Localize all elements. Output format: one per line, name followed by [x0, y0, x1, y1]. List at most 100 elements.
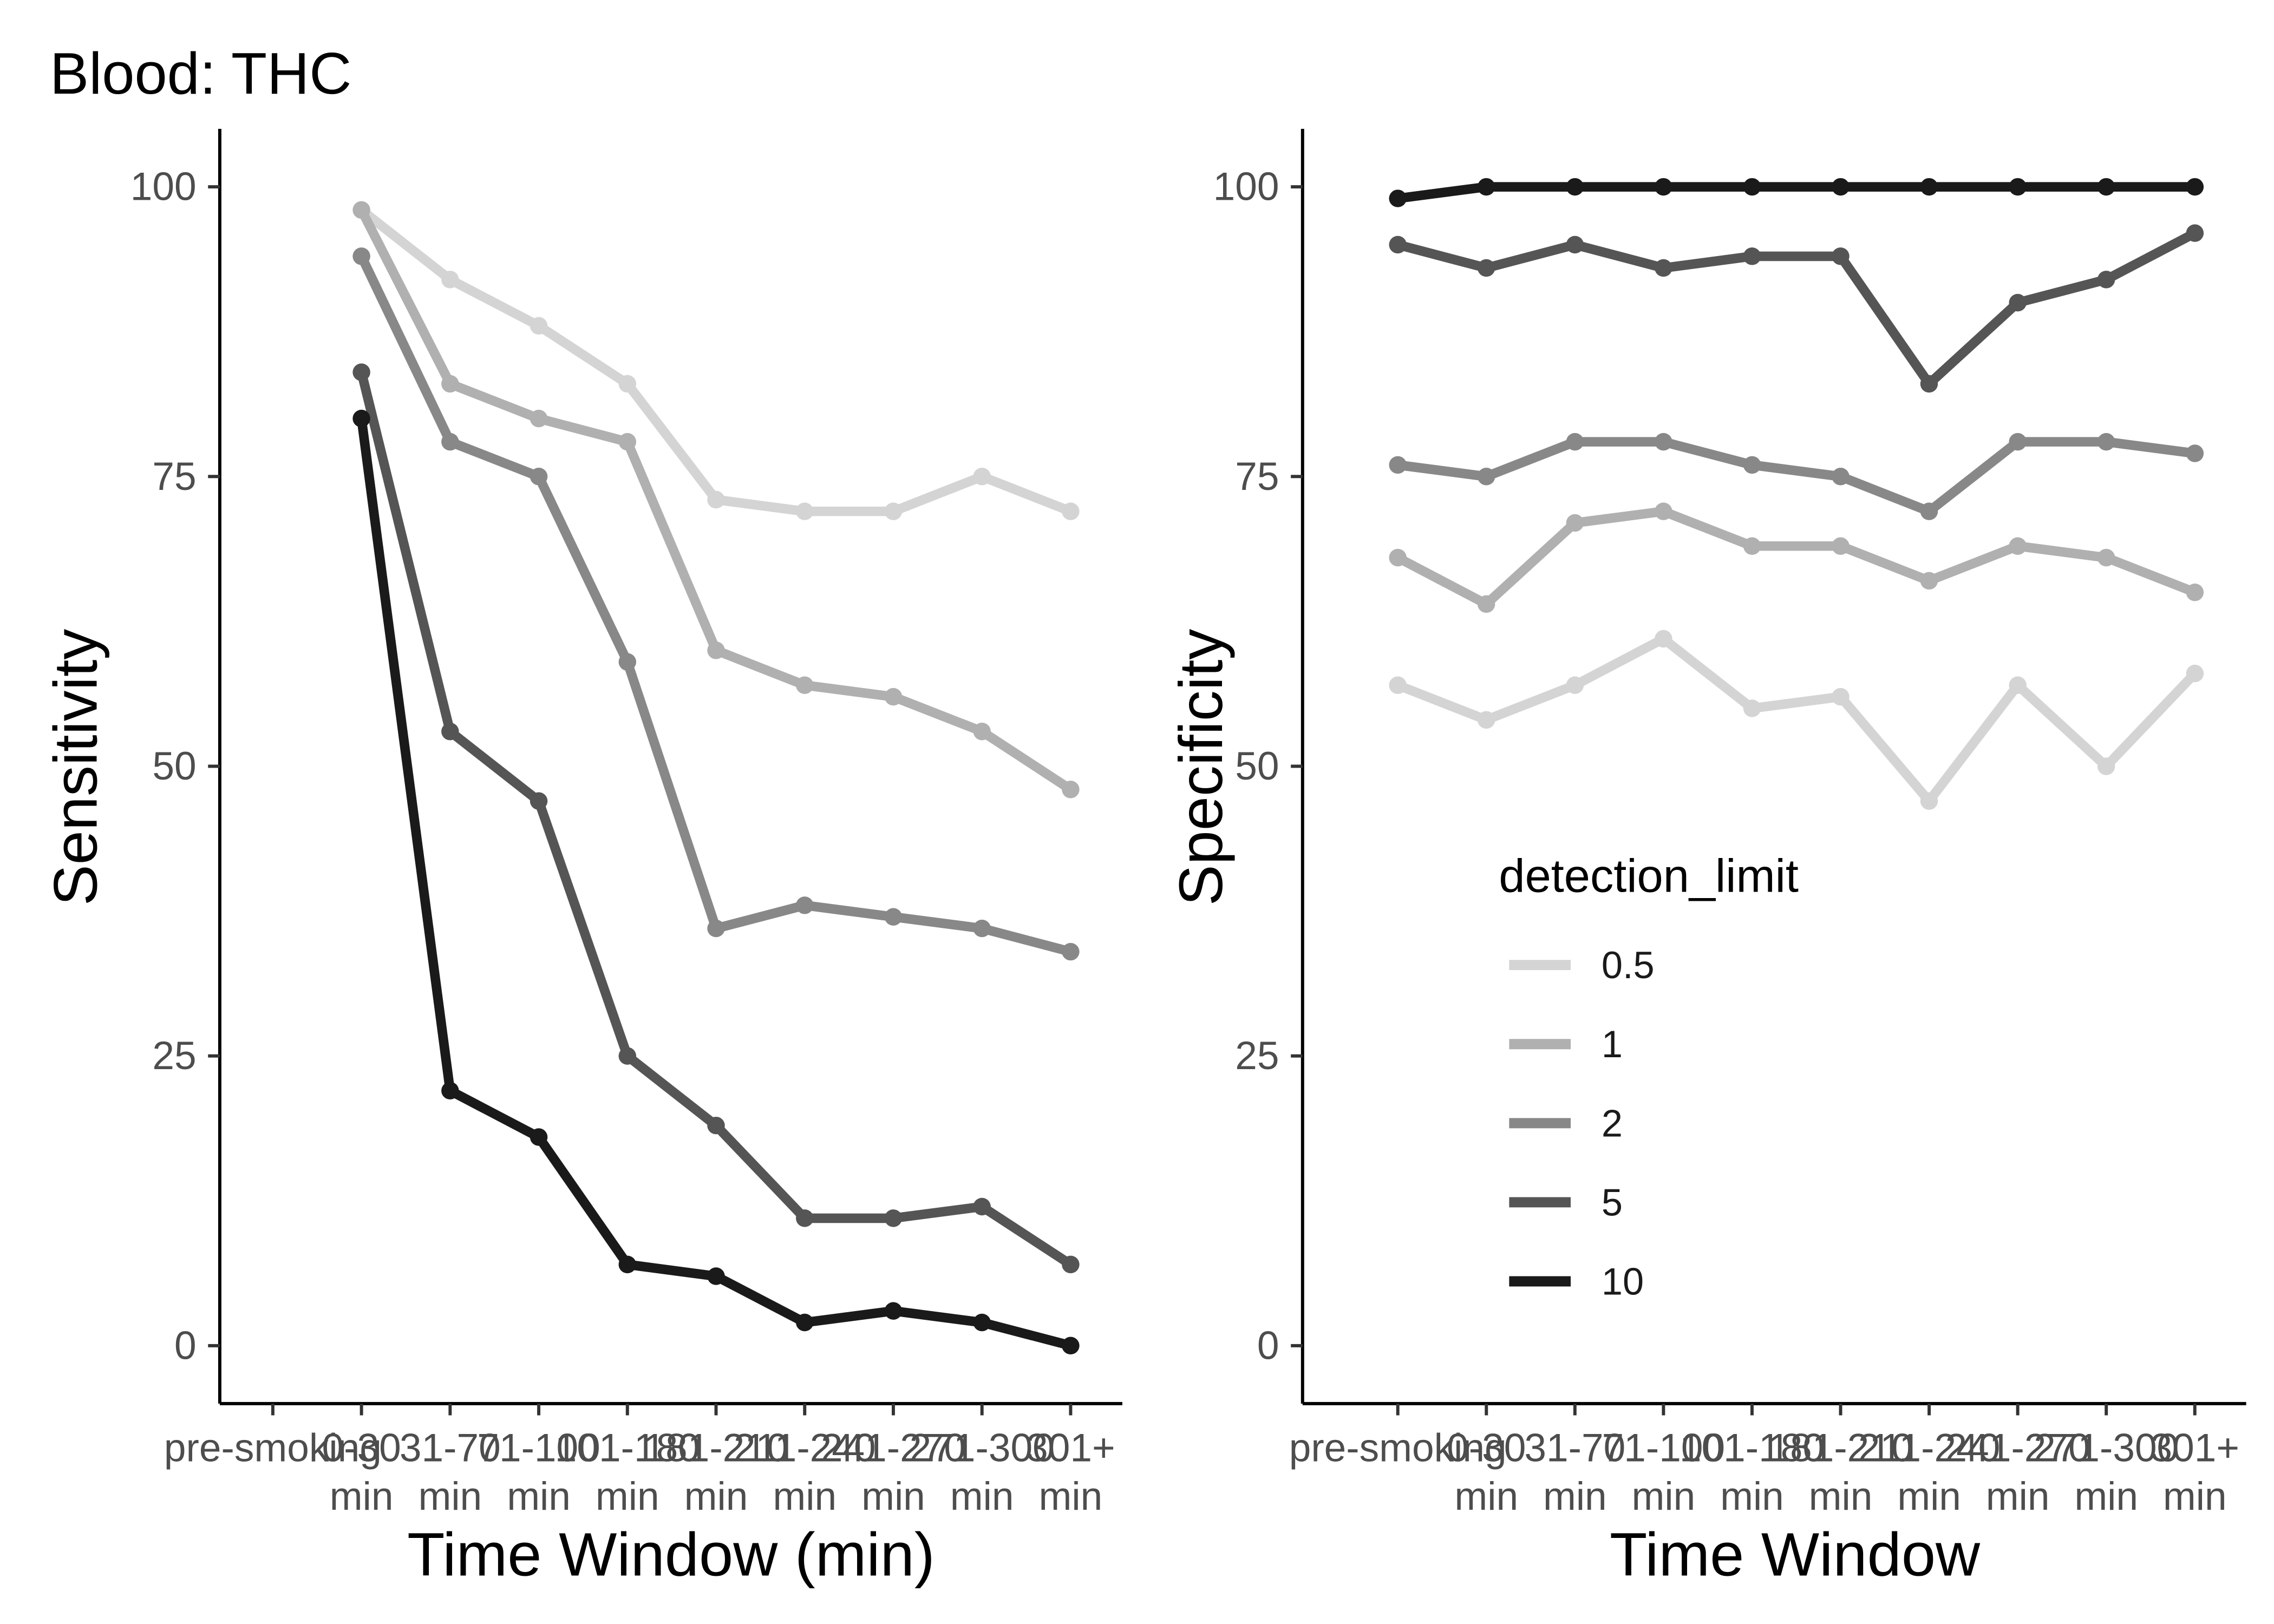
x-tick-label: 101-180 min [555, 1426, 700, 1518]
data-point [707, 1116, 725, 1135]
x-tick-label-line: 271-300 [910, 1426, 1055, 1470]
data-point [1832, 247, 1850, 265]
legend-label: 0.5 [1602, 944, 1655, 986]
x-tick-label-line: min [2074, 1475, 2138, 1518]
data-point [1743, 456, 1761, 474]
x-tick-label: pre-smoking [164, 1426, 382, 1470]
data-point [530, 468, 548, 486]
data-point [441, 722, 459, 741]
x-tick-label-line: min [1809, 1475, 1873, 1518]
data-point [796, 896, 814, 914]
data-point [1566, 178, 1584, 196]
x-tick-label: 211-240 min [1858, 1426, 2001, 1518]
data-point [2186, 664, 2204, 683]
data-point [1477, 259, 1495, 277]
x-tick-label-line: 31-70 [1524, 1426, 1625, 1470]
data-point [1477, 468, 1495, 486]
data-point [707, 919, 725, 938]
data-point [1743, 537, 1761, 555]
data-point [1062, 1337, 1080, 1354]
legend: detection_limit 0.5 1 2 5 10 [1499, 850, 1799, 1302]
x-tick-label-line: 31-70 [400, 1426, 501, 1470]
x-tick-label: 101-180 min [1680, 1426, 1825, 1518]
x-tick-label-line: min [950, 1475, 1014, 1518]
x-tick-label-line: 71-100 [1602, 1426, 1725, 1470]
data-point [2186, 444, 2204, 462]
series-line [1397, 437, 2196, 516]
data-point [352, 201, 370, 219]
x-tick-label-line: min [773, 1475, 837, 1518]
data-point [530, 792, 548, 810]
data-point [1832, 537, 1850, 555]
x-tick-label-line: 0-30 [1447, 1426, 1526, 1470]
data-point [1743, 178, 1761, 196]
x-tick-label-line: min [2163, 1475, 2227, 1518]
data-point [1477, 711, 1495, 729]
legend-title: detection_limit [1499, 850, 1799, 902]
data-point [973, 1313, 991, 1332]
data-point [1389, 548, 1407, 567]
x-tick-label: 301+ min [2150, 1426, 2239, 1518]
data-point [707, 1267, 725, 1285]
data-point [1920, 375, 1938, 393]
data-point [1389, 189, 1407, 207]
data-point [884, 1209, 903, 1227]
data-point [1566, 235, 1584, 254]
x-tick-label-line: min [596, 1475, 659, 1518]
y-tick-label: 50 [1235, 744, 1279, 788]
data-point [2009, 178, 2027, 196]
x-tick-label-line: min [684, 1475, 748, 1518]
x-tick-label-line: min [507, 1475, 571, 1518]
series-line [1396, 634, 2199, 806]
data-point [352, 363, 370, 381]
y-tick-label: 100 [130, 165, 197, 209]
data-point [1062, 942, 1080, 961]
data-point [973, 468, 991, 486]
data-point [2097, 271, 2115, 289]
data-point [1920, 792, 1938, 810]
x-tick-label: 271-300 min [910, 1426, 1055, 1518]
data-point [1566, 514, 1584, 532]
data-point [2009, 433, 2027, 451]
data-point [2009, 537, 2027, 555]
x-tick-label-line: 181-210 [1768, 1426, 1913, 1470]
x-tick-label-line: min [1986, 1475, 2050, 1518]
data-point [1655, 433, 1672, 451]
legend-label: 5 [1602, 1181, 1623, 1223]
x-tick-label-line: min [1720, 1475, 1784, 1518]
data-point [2009, 293, 2027, 312]
data-point [1655, 502, 1672, 520]
data-point [1832, 468, 1850, 486]
x-tick-label-line: 181-210 [643, 1426, 788, 1470]
y-tick-label: 75 [1235, 455, 1279, 499]
sensitivity-panel: Sensitivity Time Window (min) 0 25 50 75 100… [42, 129, 1122, 1589]
data-point [1832, 687, 1850, 706]
series-line [1396, 228, 2197, 389]
data-point [2097, 178, 2115, 196]
y-tick-label: 25 [152, 1034, 196, 1078]
data-point [2097, 433, 2115, 451]
x-tick-label: 301+ min [1026, 1426, 1115, 1518]
data-point [1655, 630, 1672, 648]
data-point [1389, 676, 1407, 694]
data-point [707, 641, 725, 659]
x-tick-label-line: pre-smoking [164, 1426, 382, 1470]
x-tick-label-line: 71-100 [477, 1426, 600, 1470]
data-point [1062, 781, 1080, 798]
data-point [1743, 699, 1761, 717]
data-point [618, 1255, 637, 1274]
data-point [973, 1197, 991, 1216]
series-line [1397, 182, 2195, 204]
data-point [796, 676, 814, 694]
y-tick-label: 100 [1213, 165, 1279, 209]
data-point [1389, 456, 1407, 474]
data-point [530, 409, 548, 428]
data-point [1566, 676, 1584, 694]
legend-label: 2 [1602, 1102, 1623, 1144]
data-point [1743, 247, 1761, 265]
data-point [707, 490, 725, 509]
data-point [618, 433, 637, 451]
x-tick-label-line: min [330, 1475, 394, 1518]
legend-label: 1 [1602, 1023, 1623, 1065]
data-point [441, 1082, 459, 1100]
